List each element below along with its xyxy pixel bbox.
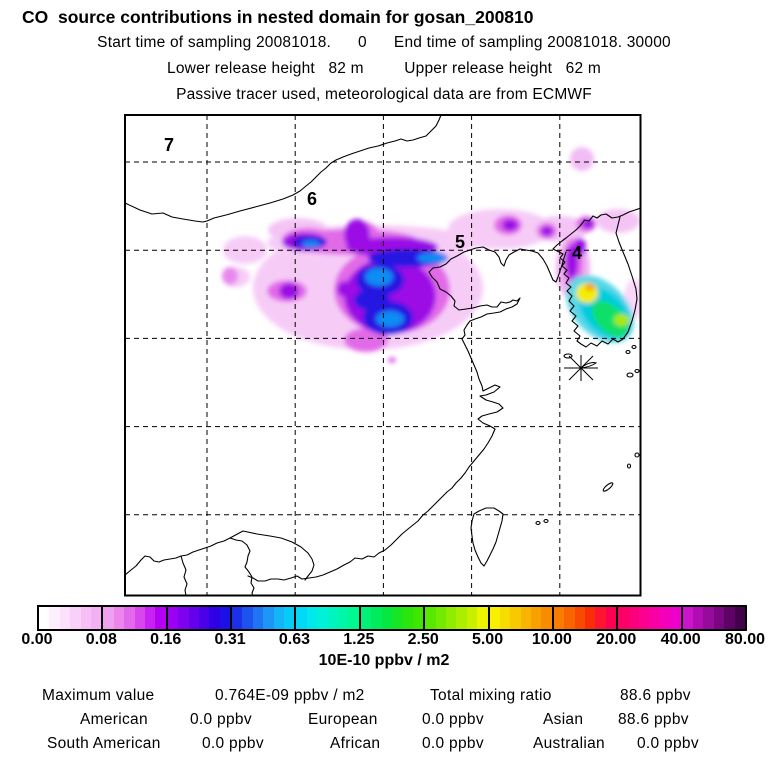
colorbar-unit-label: 10E-10 ppbv / m2 [318,652,450,669]
inland-border-3 [180,555,188,596]
russia-coast [583,207,641,222]
china-coast [247,246,567,582]
mongolia-border-line [125,115,442,223]
trajectory-labels: 7 6 5 4 [164,135,582,263]
map-frame [124,114,642,597]
region-american-label: American [80,711,148,728]
receptor-star-icon [564,355,598,381]
svg-text:6: 6 [307,189,317,209]
total-ratio-value: 88.6 ppbv [620,687,691,704]
inland-border-1 [125,537,255,596]
max-value-label: Maximum value [42,687,155,704]
small-islands [535,344,640,526]
region-samerican-label: South American [47,735,161,752]
region-samerican-value: 0.0 ppbv [202,735,264,752]
region-american-value: 0.0 ppbv [190,711,252,728]
map-svg: 7 6 5 4 [124,114,642,597]
region-asian-label: Asian [543,711,584,728]
korea-coast [552,216,638,348]
grid-layer [125,115,641,596]
svg-text:5: 5 [455,232,465,252]
tracer-note-line: Passive tracer used, meteorological data… [176,86,592,103]
coastline-layer [125,115,641,596]
release-height-line: Lower release height 82 m Upper release … [167,60,601,77]
max-value: 0.764E-09 ppbv / m2 [215,687,365,704]
svg-text:7: 7 [164,135,174,155]
colorbar [37,605,747,631]
inland-border-2 [229,530,315,581]
region-european-value: 0.0 ppbv [422,711,484,728]
taiwan-island [470,507,504,567]
sampling-time-line: Start time of sampling 20081018. 0 End t… [97,34,671,51]
total-ratio-label: Total mixing ratio [430,687,552,704]
region-australian-value: 0.0 ppbv [637,735,699,752]
region-european-label: European [308,711,378,728]
colorbar-ticks: 0.00 0.08 0.16 0.31 0.63 1.25 2.50 5.00 10.00 20.… [21,631,766,648]
region-african-label: African [330,735,381,752]
svg-text:4: 4 [572,243,582,263]
region-african-value: 0.0 ppbv [422,735,484,752]
region-asian-value: 88.6 ppbv [618,711,689,728]
plot-title: CO source contributions in nested domain… [22,7,534,27]
region-australian-label: Australian [533,735,605,752]
map-panel: 7 6 5 4 [124,114,643,597]
